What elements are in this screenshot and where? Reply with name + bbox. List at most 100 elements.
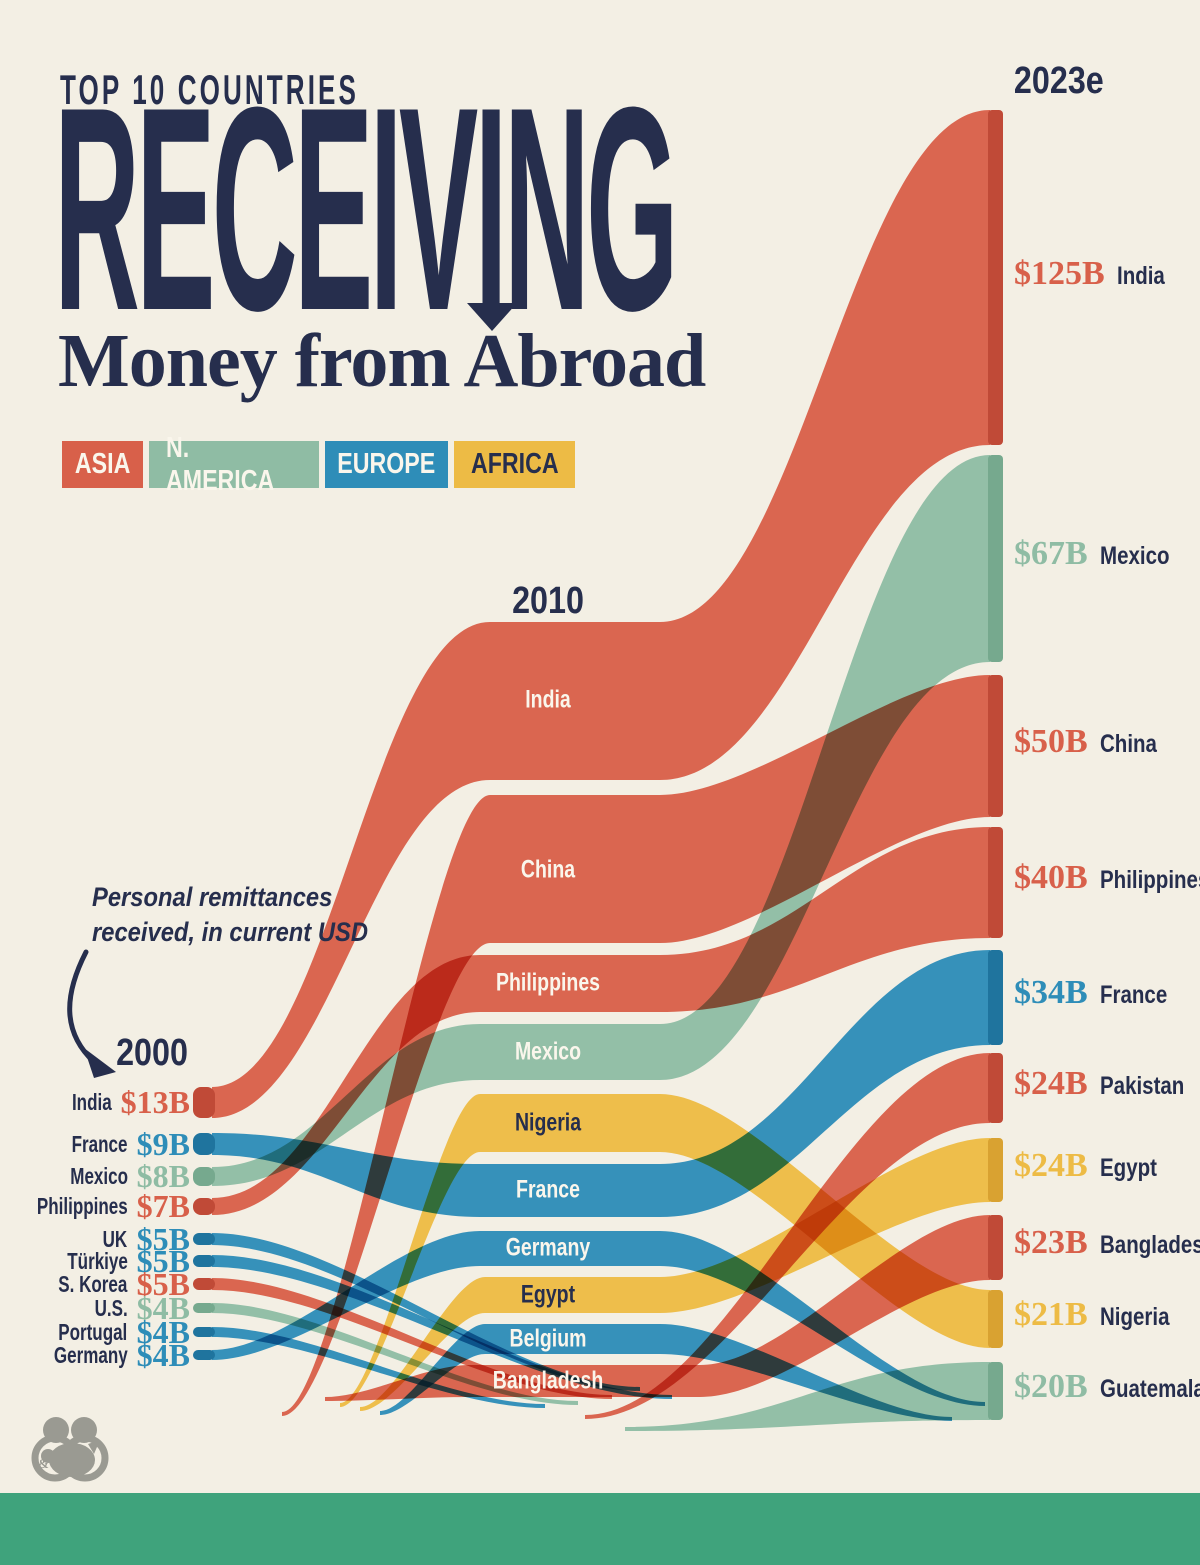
label-2010-mexico: Mexico (514, 1037, 582, 1066)
node-2023-mexico (988, 455, 1003, 662)
brand-bar: voronoi BY VISUAL CAPITALIST Where Data … (0, 1493, 1200, 1565)
continent-legend: ASIA N. AMERICA EUROPE AFRICA (62, 432, 575, 497)
value-label: $21B (1014, 1296, 1088, 1333)
country-label: Germany (53, 1341, 128, 1368)
year-label-2023e: 2023e (1013, 60, 1104, 102)
value-label: $9B (136, 1125, 190, 1162)
value-label: $23B (1014, 1224, 1088, 1261)
flow-ribbon-skorea (212, 1278, 612, 1399)
row-2023-bangladesh: $23B Bangladesh (1014, 1224, 1200, 1270)
value-label: $4B (136, 1336, 190, 1373)
annotation-line2: received, in current USD (92, 917, 368, 947)
row-2000-mexico: Mexico $8B (50, 1158, 190, 1194)
value-label: $5B (136, 1242, 190, 1279)
node-2000-philippines (193, 1198, 215, 1215)
country-label: India (71, 1088, 112, 1115)
page-subtitle: Money from Abroad (58, 319, 706, 403)
node-2023-philippines (988, 827, 1003, 938)
value-label: $50B (1014, 723, 1088, 760)
row-2023-philippines: $40B Philippines (1014, 859, 1200, 905)
node-2023-bangladesh (988, 1215, 1003, 1280)
row-2000-germany: Germany $4B (28, 1337, 190, 1373)
country-label: Philippines (36, 1192, 128, 1219)
node-2000-uk (193, 1233, 215, 1245)
legend-label: AFRICA (470, 448, 559, 480)
country-label: Mexico (1099, 542, 1170, 570)
node-2000-mexico (193, 1167, 215, 1186)
flow-ribbon-mexico (212, 455, 990, 1186)
row-2000-skorea: S. Korea $5B (34, 1266, 190, 1302)
node-2023-guatemala (988, 1362, 1003, 1420)
value-label: $4B (136, 1289, 190, 1326)
country-label: China (1099, 730, 1157, 758)
node-2000-germany (193, 1350, 215, 1360)
row-2023-mexico: $67B Mexico (1014, 535, 1184, 581)
row-2000-philippines: Philippines $7B (5, 1188, 190, 1224)
row-2000-france: France $9B (52, 1126, 190, 1162)
legend-chip-namerica: N. AMERICA (149, 432, 319, 497)
value-label: $67B (1014, 535, 1088, 572)
node-2000-india (193, 1087, 215, 1118)
node-2023-india (988, 110, 1003, 445)
row-2023-china: $50B China (1014, 723, 1169, 769)
country-label: Nigeria (1099, 1303, 1170, 1331)
row-2000-uk: UK $5B (94, 1221, 190, 1257)
value-label: $8B (136, 1157, 190, 1194)
row-2023-nigeria: $21B Nigeria (1014, 1296, 1184, 1342)
source-note: & 2023 figures are estimates. All number… (0, 1408, 1200, 1492)
flow-ribbon-us (212, 1303, 578, 1405)
flow-ribbon-france (212, 950, 990, 1217)
value-label: $24B (1014, 1065, 1088, 1102)
label-2010-bangladesh: Bangladesh (492, 1366, 604, 1395)
annotation-line1: Personal remittances (92, 882, 333, 912)
node-2000-skorea (193, 1278, 215, 1290)
node-2023-china (988, 675, 1003, 817)
country-label: India (1116, 262, 1165, 290)
node-2023-france (988, 950, 1003, 1045)
label-2010-nigeria: Nigeria (514, 1108, 582, 1137)
country-label: Guatemala (1099, 1375, 1200, 1403)
node-2000-france (193, 1133, 215, 1155)
node-2000-trkiye (193, 1255, 215, 1267)
row-2000-us: U.S. $4B (83, 1290, 190, 1326)
flow-ribbon-nigeria (340, 1094, 990, 1407)
node-2023-nigeria (988, 1290, 1003, 1348)
legend-chip-europe: EUROPE (325, 441, 448, 488)
annotation-note: Personal remittances received, in curren… (92, 880, 368, 950)
country-label: France (71, 1130, 128, 1157)
legend-label: EUROPE (337, 448, 436, 480)
row-2000-trkiye: Türkiye $5B (46, 1243, 190, 1279)
row-2023-egypt: $24B Egypt (1014, 1147, 1169, 1193)
country-label: U.S. (94, 1294, 128, 1321)
country-label: Portugal (58, 1318, 128, 1345)
row-2023-india: $125B India (1014, 255, 1175, 301)
piggy-bank-icon: & (31, 1417, 109, 1482)
flow-ribbon-uk (212, 1233, 640, 1391)
kicker-title: TOP 10 COUNTRIES (60, 66, 359, 113)
row-2023-france: $34B France (1014, 974, 1182, 1020)
value-label: $34B (1014, 974, 1088, 1011)
label-2010-france: France (516, 1175, 580, 1204)
row-2000-india: India $13B (58, 1084, 190, 1120)
country-label: France (1099, 981, 1167, 1009)
country-label: Türkiye (67, 1247, 128, 1274)
flow-ribbon-guatemala (625, 1362, 990, 1431)
value-label: $40B (1014, 859, 1088, 896)
page-title: RECEIVING (54, 47, 679, 371)
flow-ribbon-portugal (212, 1327, 545, 1408)
legend-chip-asia: ASIA (62, 441, 143, 488)
node-2000-us (193, 1303, 215, 1313)
value-label: $20B (1014, 1368, 1088, 1405)
value-label: $4B (136, 1313, 190, 1350)
node-2023-pakistan (988, 1053, 1003, 1123)
value-label: $7B (136, 1187, 190, 1224)
legend-chip-africa: AFRICA (454, 441, 575, 488)
year-label-2000: 2000 (116, 1032, 188, 1074)
label-2010-china: China (520, 855, 576, 884)
country-label: S. Korea (58, 1270, 128, 1297)
country-label: UK (103, 1225, 128, 1252)
year-label-2010: 2010 (512, 580, 584, 622)
node-2023-egypt (988, 1138, 1003, 1202)
country-label: Pakistan (1099, 1072, 1185, 1100)
